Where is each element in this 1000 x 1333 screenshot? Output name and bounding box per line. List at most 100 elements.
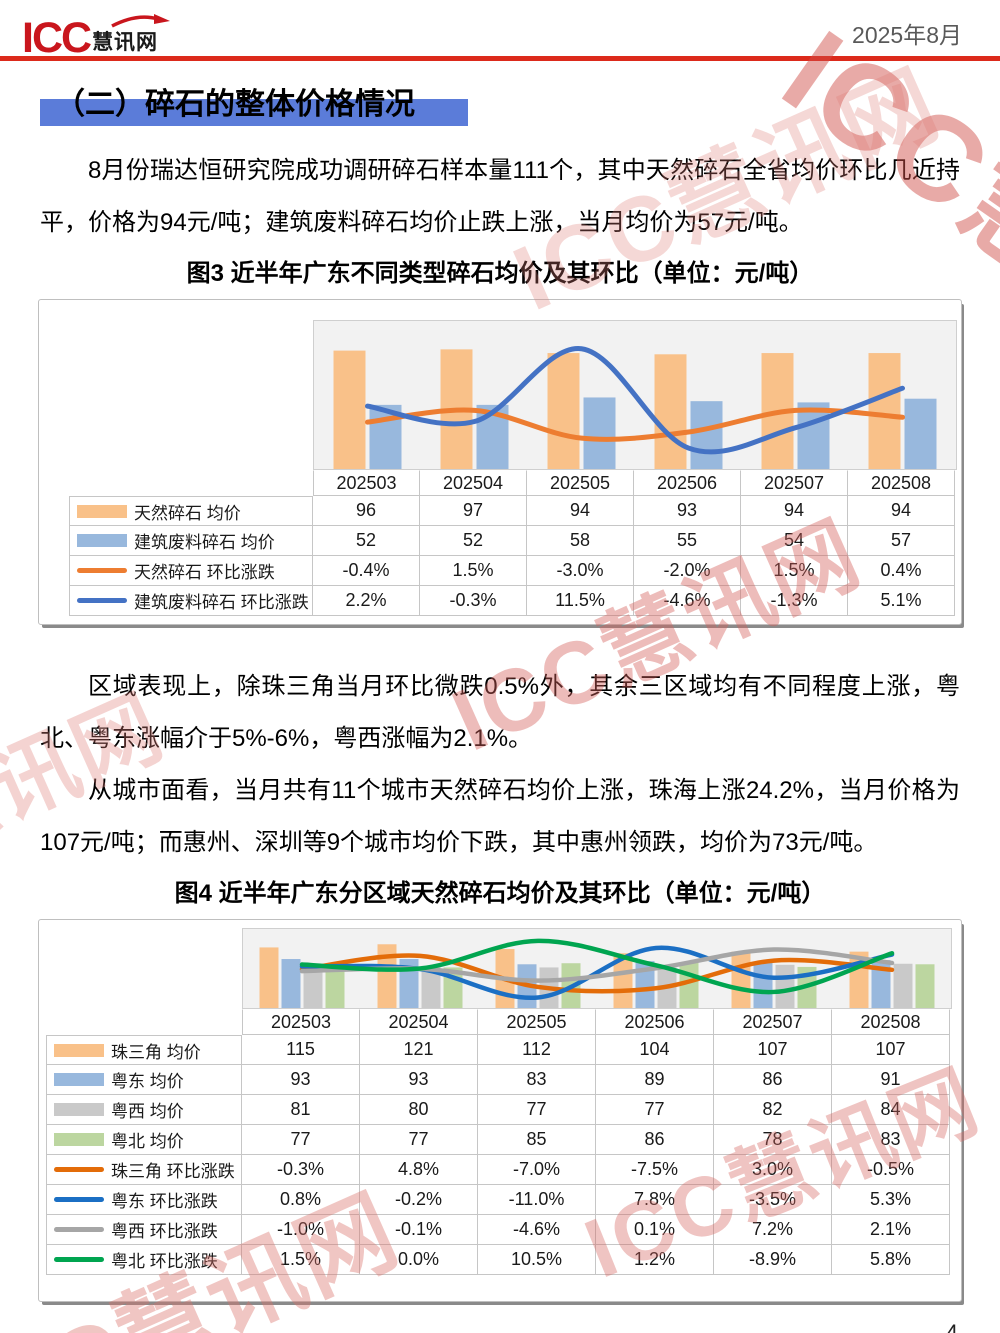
value-cell: 7.8% <box>596 1185 714 1215</box>
table-row: 粤西 均价 81 80 77 77 82 84 <box>46 1095 952 1125</box>
bar <box>797 402 830 469</box>
paragraph: 从城市面看，当月共有11个城市天然碎石均价上涨，珠海上涨24.2%，当月价格为1… <box>40 777 960 856</box>
legend-line-swatch <box>54 1257 104 1262</box>
value-cell: 77 <box>596 1095 714 1125</box>
legend-line-swatch <box>77 568 127 573</box>
bar <box>281 959 301 1008</box>
value-cell: 5.1% <box>848 586 955 616</box>
x-axis-label: 202506 <box>634 470 741 496</box>
value-cell: 7.2% <box>714 1215 832 1245</box>
value-cell: 86 <box>596 1125 714 1155</box>
value-cell: -7.0% <box>478 1155 596 1185</box>
section-title: （二）碎石的整体价格情况 <box>55 88 415 121</box>
bar <box>333 350 366 469</box>
value-cell: -4.6% <box>634 586 741 616</box>
table-row: 粤西 环比涨跌 -1.0% -0.1% -4.6% 0.1% 7.2% 2.1% <box>46 1215 952 1245</box>
value-cell: 77 <box>360 1125 478 1155</box>
value-cell: 1.5% <box>420 556 527 586</box>
swoosh-arrow-icon <box>111 14 171 28</box>
series-name: 粤东 均价 <box>111 1072 184 1091</box>
bar <box>377 944 397 1008</box>
trend-line <box>299 938 895 995</box>
value-cell: 52 <box>420 526 527 556</box>
value-cell: 94 <box>848 496 955 526</box>
value-cell: -1.3% <box>741 586 848 616</box>
value-cell: 104 <box>596 1035 714 1065</box>
value-cell: 93 <box>360 1065 478 1095</box>
bar <box>893 963 913 1008</box>
value-cell: 1.2% <box>596 1245 714 1275</box>
value-cell: 2.1% <box>832 1215 950 1245</box>
value-cell: 112 <box>478 1035 596 1065</box>
value-cell: 77 <box>242 1125 360 1155</box>
table-row: 建筑废料碎石 均价 52 52 58 55 54 57 <box>69 526 957 556</box>
bar <box>868 353 901 469</box>
figure-4: 202503 202504 202505 202506 202507 202508 珠三角 … <box>38 919 962 1302</box>
value-cell: 96 <box>313 496 420 526</box>
value-cell: -11.0% <box>478 1185 596 1215</box>
value-cell: -2.0% <box>634 556 741 586</box>
series-name: 天然碎石 均价 <box>134 503 241 523</box>
chart-plot-area <box>242 928 952 1009</box>
legend-line-swatch <box>77 598 127 603</box>
bar <box>753 962 773 1008</box>
legend-bar-swatch <box>54 1103 104 1116</box>
series-legend-cell: 珠三角 环比涨跌 <box>46 1155 242 1185</box>
value-cell: 0.4% <box>848 556 955 586</box>
bar <box>547 353 580 469</box>
series-legend-cell: 天然碎石 环比涨跌 <box>69 556 313 586</box>
series-name: 珠三角 均价 <box>111 1042 201 1062</box>
legend-bar-swatch <box>54 1073 104 1086</box>
legend-bar-swatch <box>77 534 127 547</box>
series-legend-cell: 建筑废料碎石 环比涨跌 <box>69 586 313 616</box>
value-cell: 4.8% <box>360 1155 478 1185</box>
value-cell: 0.8% <box>242 1185 360 1215</box>
value-cell: -0.1% <box>360 1215 478 1245</box>
bar <box>690 401 723 469</box>
chart-plot-svg <box>259 938 935 1008</box>
series-legend-cell: 粤西 环比涨跌 <box>46 1215 242 1245</box>
x-axis-label: 202505 <box>478 1009 596 1035</box>
value-cell: 81 <box>242 1095 360 1125</box>
legend-bar-swatch <box>54 1133 104 1146</box>
series-legend-cell: 粤北 环比涨跌 <box>46 1245 242 1275</box>
x-axis: 202503 202504 202505 202506 202507 202508 <box>242 1009 952 1035</box>
bar <box>583 397 616 469</box>
heading-highlight-bar <box>40 99 468 126</box>
table-row: 建筑废料碎石 环比涨跌 2.2% -0.3% 11.5% -4.6% -1.3% 5.1% <box>69 586 957 616</box>
table-row: 粤北 环比涨跌 1.5% 0.0% 10.5% 1.2% -8.9% 5.8% <box>46 1245 952 1275</box>
bar <box>654 354 687 469</box>
value-cell: 0.1% <box>596 1215 714 1245</box>
value-cell: -0.2% <box>360 1185 478 1215</box>
value-cell: -0.3% <box>420 586 527 616</box>
table-row: 粤东 均价 93 93 83 89 86 91 <box>46 1065 952 1095</box>
x-axis-label: 202505 <box>527 470 634 496</box>
value-cell: 52 <box>313 526 420 556</box>
value-cell: 83 <box>478 1065 596 1095</box>
value-cell: 94 <box>527 496 634 526</box>
value-cell: 2.2% <box>313 586 420 616</box>
value-cell: 107 <box>832 1035 950 1065</box>
series-legend-cell: 粤东 环比涨跌 <box>46 1185 242 1215</box>
value-cell: 80 <box>360 1095 478 1125</box>
value-cell: -8.9% <box>714 1245 832 1275</box>
section-heading: （二）碎石的整体价格情况 <box>0 79 1000 129</box>
page-header: ICC 慧讯网 2025年8月 <box>0 0 1000 59</box>
icc-logo: ICC 慧讯网 <box>22 13 172 59</box>
value-cell: -3.0% <box>527 556 634 586</box>
bar <box>731 951 751 1008</box>
x-axis-label: 202507 <box>714 1009 832 1035</box>
series-legend-cell: 建筑废料碎石 均价 <box>69 526 313 556</box>
bar <box>915 964 935 1008</box>
figure4-caption: 图4 近半年广东分区域天然碎石均价及其环比（单位：元/吨） <box>174 880 826 907</box>
x-axis-label: 202507 <box>741 470 848 496</box>
x-axis-label: 202504 <box>420 470 527 496</box>
value-cell: 93 <box>242 1065 360 1095</box>
series-legend-cell: 粤北 均价 <box>46 1125 242 1155</box>
series-legend-cell: 珠三角 均价 <box>46 1035 242 1065</box>
bar <box>775 964 795 1008</box>
chart-data-table: 珠三角 均价 115 121 112 104 107 107 粤东 均价 93 93 83 89 86 9… <box>46 1035 952 1275</box>
value-cell: -3.5% <box>714 1185 832 1215</box>
value-cell: -0.4% <box>313 556 420 586</box>
value-cell: 11.5% <box>527 586 634 616</box>
